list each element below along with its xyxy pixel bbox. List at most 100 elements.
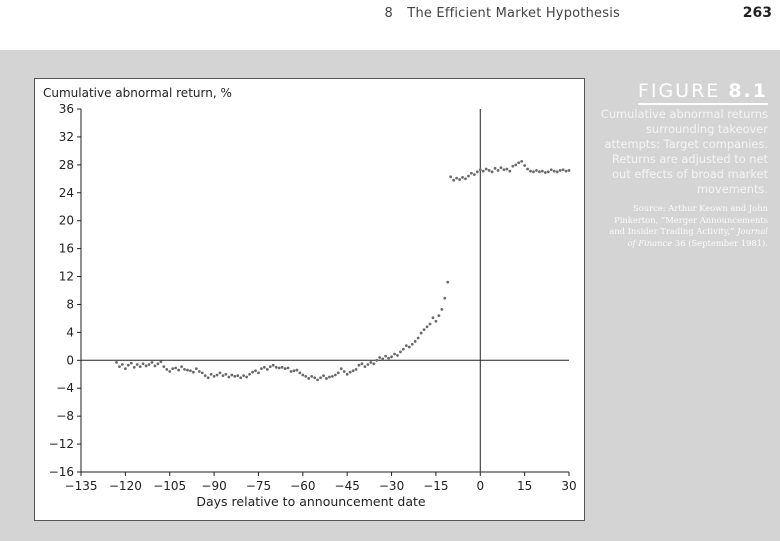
data-point bbox=[286, 366, 290, 370]
data-point bbox=[180, 365, 183, 368]
data-point bbox=[375, 358, 379, 362]
data-point bbox=[289, 370, 293, 373]
data-point bbox=[221, 374, 225, 378]
data-point bbox=[511, 164, 515, 168]
data-point bbox=[328, 375, 331, 379]
data-point bbox=[271, 363, 275, 367]
data-point bbox=[357, 363, 361, 367]
y-tick-label: 32 bbox=[59, 130, 74, 144]
data-point bbox=[248, 372, 251, 376]
data-point bbox=[428, 322, 432, 326]
data-point bbox=[304, 374, 308, 378]
data-point bbox=[502, 168, 506, 172]
data-point bbox=[446, 280, 450, 284]
data-point bbox=[218, 371, 222, 375]
data-point bbox=[153, 364, 157, 368]
data-point bbox=[517, 161, 521, 165]
page-header: 8 The Efficient Market Hypothesis 263 bbox=[0, 0, 780, 50]
data-point bbox=[189, 369, 192, 373]
data-point bbox=[262, 365, 266, 369]
data-point bbox=[538, 170, 541, 174]
data-point bbox=[422, 328, 426, 331]
data-point bbox=[363, 365, 367, 368]
data-point bbox=[496, 169, 500, 172]
page-number: 263 bbox=[742, 5, 772, 21]
data-point bbox=[206, 376, 210, 380]
data-point bbox=[348, 370, 352, 374]
data-point bbox=[224, 372, 228, 376]
data-point bbox=[307, 377, 311, 380]
data-point bbox=[203, 374, 207, 378]
data-point bbox=[177, 368, 181, 372]
data-point bbox=[499, 166, 503, 170]
data-point bbox=[274, 365, 278, 369]
x-axis-title: Days relative to announcement date bbox=[196, 494, 426, 509]
data-point bbox=[197, 370, 201, 373]
data-point bbox=[330, 374, 334, 378]
y-tick-label: 16 bbox=[59, 242, 74, 256]
data-point bbox=[552, 169, 556, 173]
data-point bbox=[322, 374, 325, 378]
data-point bbox=[458, 178, 461, 181]
figure-label: FIGURE 8.1 bbox=[637, 80, 768, 105]
data-point bbox=[404, 344, 408, 348]
chart-panel: −16 −12 −8 −4 0 4 8 12 16 20 24 28 32 36 −135 −120 −105 −… bbox=[34, 78, 585, 521]
data-point bbox=[283, 367, 287, 371]
data-point bbox=[543, 171, 547, 174]
x-tick-label: −90 bbox=[201, 479, 226, 493]
chart-svg: −16 −12 −8 −4 0 4 8 12 16 20 24 28 32 36 −135 −120 −105 −… bbox=[43, 86, 577, 509]
source-journal: Journal of Finance bbox=[627, 226, 768, 248]
data-point bbox=[407, 345, 411, 349]
y-tick-label: 0 bbox=[66, 353, 74, 367]
data-point bbox=[191, 370, 195, 374]
data-point bbox=[159, 360, 163, 364]
data-point bbox=[475, 170, 479, 174]
data-point bbox=[467, 174, 470, 178]
data-point bbox=[434, 319, 438, 323]
data-point bbox=[212, 374, 216, 378]
y-tick-label: −4 bbox=[56, 381, 74, 395]
data-point bbox=[123, 367, 127, 371]
chapter-number: 8 bbox=[384, 6, 393, 21]
data-point bbox=[490, 170, 494, 174]
x-tick-label: −135 bbox=[65, 479, 98, 493]
y-axis-title: Cumulative abnormal return, % bbox=[43, 86, 232, 100]
x-tick-label: −15 bbox=[423, 479, 448, 493]
data-point bbox=[487, 169, 491, 172]
data-point bbox=[372, 362, 376, 366]
y-tick-label: −16 bbox=[49, 465, 74, 479]
data-point bbox=[452, 178, 456, 182]
data-point bbox=[118, 365, 121, 368]
data-point bbox=[310, 374, 314, 378]
data-point bbox=[336, 371, 340, 375]
data-point bbox=[126, 363, 130, 367]
data-point bbox=[165, 367, 169, 371]
data-point bbox=[298, 371, 302, 375]
data-point bbox=[567, 169, 571, 172]
data-point bbox=[183, 367, 186, 371]
data-point bbox=[549, 168, 553, 172]
data-point bbox=[413, 340, 417, 343]
running-head: 8 The Efficient Market Hypothesis bbox=[384, 6, 620, 21]
data-point bbox=[280, 365, 284, 369]
data-point bbox=[381, 357, 385, 361]
data-point bbox=[449, 175, 453, 179]
figure-source: Source: Arthur Keown and John Pinkerton,… bbox=[600, 203, 768, 249]
y-tick-label: −8 bbox=[56, 409, 74, 423]
data-point bbox=[546, 170, 550, 174]
x-tick-label: −75 bbox=[246, 479, 271, 493]
data-point bbox=[295, 368, 299, 372]
data-point bbox=[150, 361, 154, 364]
y-tick-label: −12 bbox=[49, 437, 74, 451]
data-point bbox=[174, 366, 178, 370]
x-tick-label: 0 bbox=[476, 479, 484, 493]
data-point bbox=[520, 159, 524, 163]
data-point bbox=[313, 376, 317, 380]
data-point bbox=[523, 164, 527, 167]
data-point bbox=[186, 368, 189, 372]
data-point bbox=[532, 170, 535, 174]
data-point bbox=[236, 374, 240, 378]
data-point bbox=[292, 369, 296, 373]
data-point bbox=[121, 363, 124, 366]
data-point bbox=[141, 362, 145, 366]
